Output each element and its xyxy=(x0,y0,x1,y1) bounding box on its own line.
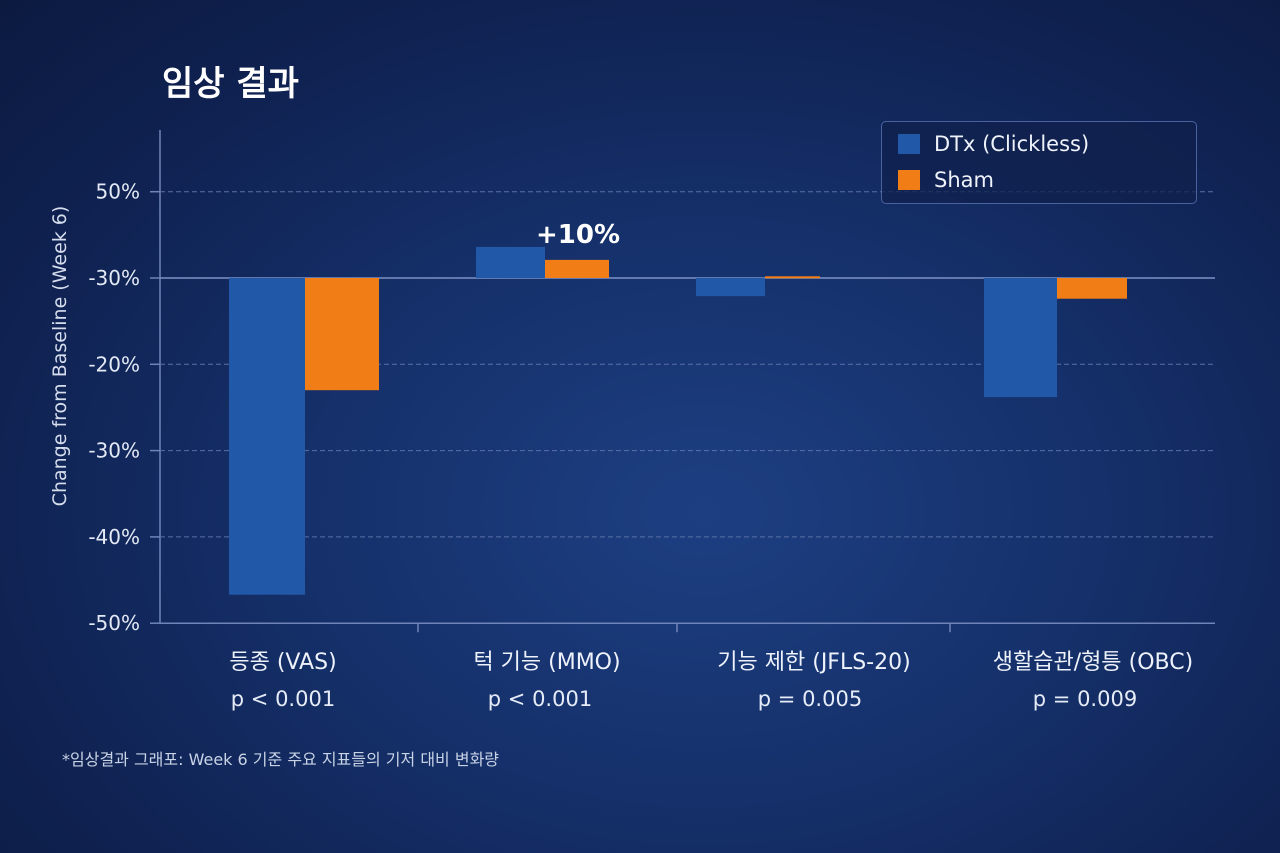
y-tick-label: -50% xyxy=(88,611,140,635)
legend: DTx (Clickless) Sham xyxy=(881,121,1197,204)
y-tick-label: -30% xyxy=(88,266,140,290)
p-value: p < 0.001 xyxy=(487,687,593,711)
bar-dtx xyxy=(476,246,545,278)
annotation-mmo: +10% xyxy=(536,220,621,250)
chart-title: 임상 결과 xyxy=(162,64,299,104)
legend-swatch-dtx xyxy=(898,134,920,154)
legend-item-sham: Sham xyxy=(898,168,994,192)
p-value: p = 0.009 xyxy=(1032,687,1138,711)
y-tick-label: -40% xyxy=(88,525,140,549)
x-tick-label: 기능 제한 (JFLS-20) xyxy=(717,650,911,675)
x-tick-label: 등종 (VAS) xyxy=(229,650,337,675)
bar-sham xyxy=(765,276,820,279)
y-tick-label: -30% xyxy=(88,439,140,463)
legend-swatch-sham xyxy=(898,170,920,190)
bar-dtx xyxy=(984,278,1057,398)
y-tick-label: -20% xyxy=(88,352,140,376)
bar-sham xyxy=(1057,278,1127,299)
bar-sham xyxy=(305,278,379,391)
x-tick-label: 턱 기능 (MMO) xyxy=(473,650,621,675)
p-value: p = 0.005 xyxy=(757,687,863,711)
bar-dtx xyxy=(696,278,765,297)
legend-label-sham: Sham xyxy=(934,168,994,192)
legend-label-dtx: DTx (Clickless) xyxy=(934,132,1090,156)
bar-sham xyxy=(545,259,609,278)
bar-dtx xyxy=(229,278,305,595)
legend-item-dtx: DTx (Clickless) xyxy=(898,132,1089,156)
x-tick-label: 생할습관/형틍 (OBC) xyxy=(992,650,1194,675)
y-tick-label: 50% xyxy=(96,180,140,204)
footnote: *임상결과 그래포: Week 6 기준 주요 지표들의 기저 대비 변화량 xyxy=(62,750,500,769)
p-value: p < 0.001 xyxy=(230,687,336,711)
